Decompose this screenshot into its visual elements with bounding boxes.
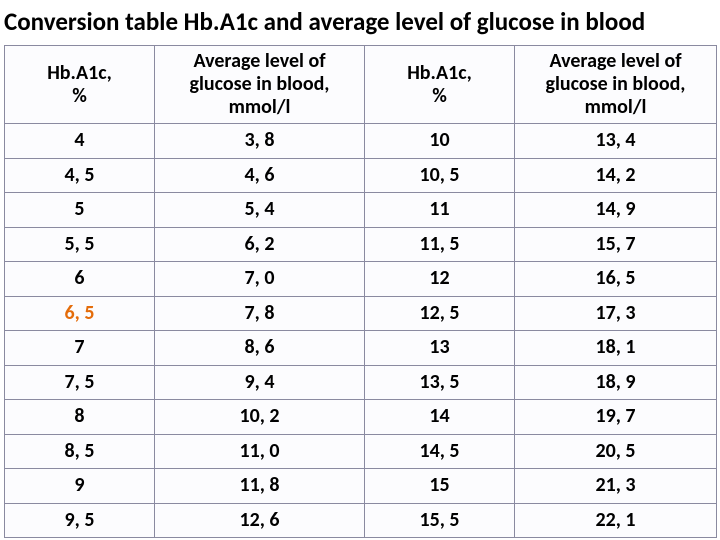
table-cell: 14	[365, 400, 515, 435]
header-text: mmol/l	[585, 95, 647, 119]
table-row: 4, 54, 610, 514, 2	[5, 158, 717, 193]
table-cell: 15	[365, 469, 515, 504]
table-cell: 14, 5	[365, 434, 515, 469]
table-cell: 15, 7	[515, 227, 717, 262]
col-header-glucose-right: Average level of glucose in blood, mmol/…	[515, 46, 717, 124]
header-text: glucose in blood,	[546, 72, 686, 96]
table-cell: 3, 8	[155, 124, 365, 159]
header-text: Average level of	[193, 49, 325, 73]
header-text: Hb.A1c,	[407, 61, 472, 85]
table-cell: 16, 5	[515, 262, 717, 297]
header-text: Average level of	[549, 49, 681, 73]
table-cell: 8, 6	[155, 331, 365, 366]
col-header-hba1c-left: Hb.A1c, %	[5, 46, 155, 124]
conversion-table: Hb.A1c, % Average level of glucose in bl…	[4, 45, 717, 538]
table-cell: 13	[365, 331, 515, 366]
page-title: Conversion table Hb.A1c and average leve…	[0, 0, 720, 45]
table-cell: 18, 9	[515, 365, 717, 400]
table-cell: 7, 0	[155, 262, 365, 297]
table-row: 8, 511, 014, 520, 5	[5, 434, 717, 469]
table-cell: 5	[5, 193, 155, 228]
table-cell: 9	[5, 469, 155, 504]
table-cell: 6	[5, 262, 155, 297]
table-cell: 20, 5	[515, 434, 717, 469]
table-cell: 14, 2	[515, 158, 717, 193]
table-cell: 6, 5	[5, 296, 155, 331]
table-cell: 17, 3	[515, 296, 717, 331]
table-row: 6, 57, 812, 517, 3	[5, 296, 717, 331]
table-cell: 7, 8	[155, 296, 365, 331]
table-cell: 8, 5	[5, 434, 155, 469]
header-text: mmol/l	[229, 95, 291, 119]
table-cell: 6, 2	[155, 227, 365, 262]
table-cell: 11, 8	[155, 469, 365, 504]
table-cell: 19, 7	[515, 400, 717, 435]
table-cell: 10	[365, 124, 515, 159]
table-cell: 4, 6	[155, 158, 365, 193]
table-cell: 5, 4	[155, 193, 365, 228]
table-cell: 18, 1	[515, 331, 717, 366]
col-header-hba1c-right: Hb.A1c, %	[365, 46, 515, 124]
table-row: 7, 59, 413, 518, 9	[5, 365, 717, 400]
table-cell: 8	[5, 400, 155, 435]
table-cell: 7	[5, 331, 155, 366]
table-row: 810, 21419, 7	[5, 400, 717, 435]
table-cell: 15, 5	[365, 503, 515, 538]
table-body: 43, 81013, 44, 54, 610, 514, 255, 41114,…	[5, 124, 717, 538]
col-header-glucose-left: Average level of glucose in blood, mmol/…	[155, 46, 365, 124]
table-cell: 10, 5	[365, 158, 515, 193]
table-header-row: Hb.A1c, % Average level of glucose in bl…	[5, 46, 717, 124]
table-row: 67, 01216, 5	[5, 262, 717, 297]
table-row: 9, 512, 615, 522, 1	[5, 503, 717, 538]
table-cell: 14, 9	[515, 193, 717, 228]
table-cell: 4	[5, 124, 155, 159]
table-cell: 10, 2	[155, 400, 365, 435]
table-cell: 11, 5	[365, 227, 515, 262]
conversion-table-wrap: Hb.A1c, % Average level of glucose in bl…	[0, 45, 720, 538]
table-cell: 12, 5	[365, 296, 515, 331]
table-cell: 21, 3	[515, 469, 717, 504]
header-text: Hb.A1c,	[47, 61, 112, 85]
table-row: 78, 61318, 1	[5, 331, 717, 366]
header-text: %	[432, 84, 447, 108]
table-cell: 12, 6	[155, 503, 365, 538]
table-cell: 13, 5	[365, 365, 515, 400]
table-cell: 4, 5	[5, 158, 155, 193]
header-text: glucose in blood,	[190, 72, 330, 96]
table-cell: 5, 5	[5, 227, 155, 262]
table-row: 55, 41114, 9	[5, 193, 717, 228]
table-cell: 12	[365, 262, 515, 297]
table-cell: 7, 5	[5, 365, 155, 400]
table-row: 43, 81013, 4	[5, 124, 717, 159]
table-cell: 9, 4	[155, 365, 365, 400]
header-text: %	[72, 84, 87, 108]
table-cell: 22, 1	[515, 503, 717, 538]
table-cell: 11, 0	[155, 434, 365, 469]
table-cell: 13, 4	[515, 124, 717, 159]
table-row: 911, 81521, 3	[5, 469, 717, 504]
table-cell: 9, 5	[5, 503, 155, 538]
table-cell: 11	[365, 193, 515, 228]
table-row: 5, 56, 211, 515, 7	[5, 227, 717, 262]
